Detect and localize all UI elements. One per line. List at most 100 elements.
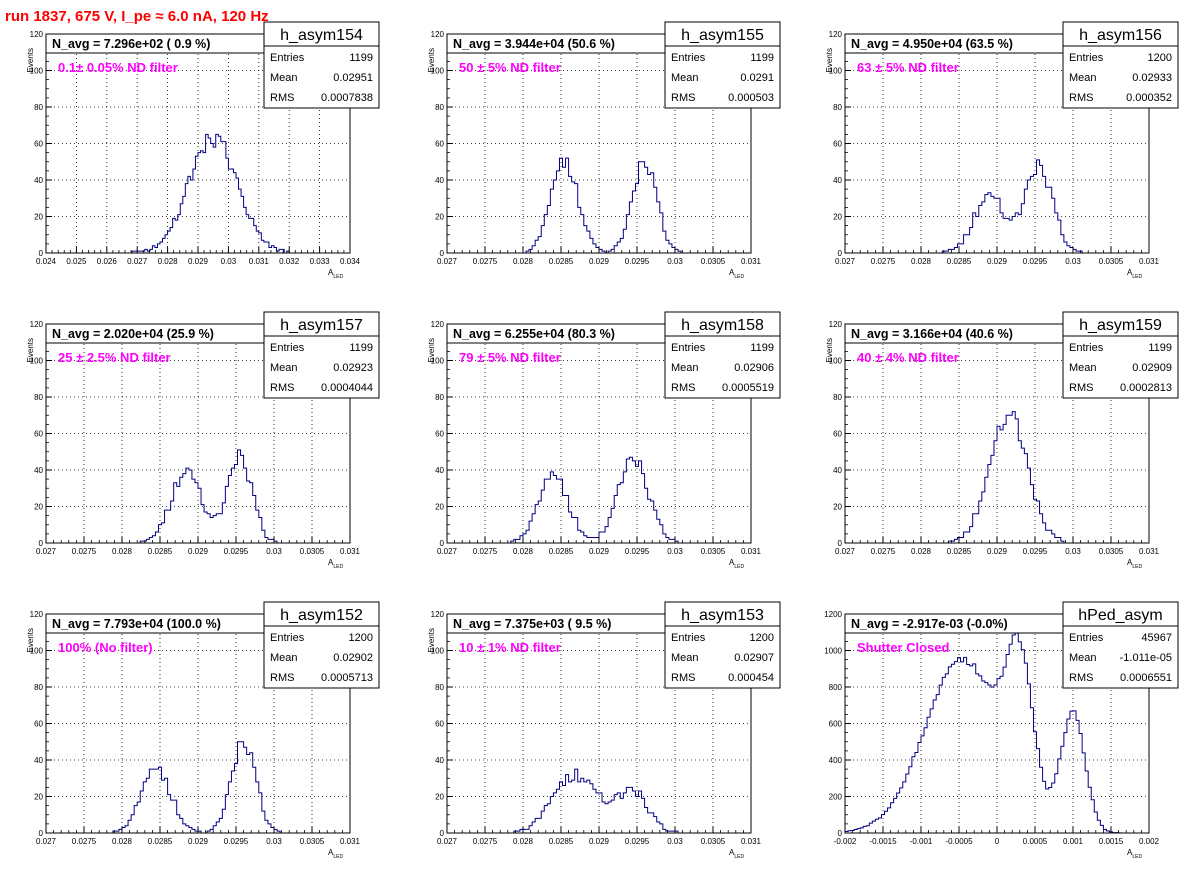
x-tick-label: 0.028 (112, 547, 133, 556)
navg-label: N_avg = 2.020e+04 (25.9 %) (52, 327, 214, 341)
navg-label: N_avg = 7.793e+04 (100.0 %) (52, 617, 221, 631)
x-tick-label: 0.028 (112, 837, 133, 846)
x-tick-label: 0.029 (188, 547, 209, 556)
x-axis-label: ALED (1127, 558, 1142, 570)
histogram-panel-h_asym156: 0.027 0.0275 0.028 0.0285 0.029 0.0295 0.03 0.0… (825, 21, 1179, 280)
stats-value: 0.0007838 (321, 92, 373, 104)
x-tick-label: 0.027 (835, 257, 856, 266)
stats-box (664, 21, 781, 109)
y-tick-label: 20 (833, 213, 842, 222)
y-axis-label: Events (26, 48, 35, 72)
y-tick-label: 0 (39, 249, 44, 258)
histogram-name: h_asym155 (681, 27, 764, 44)
filter-annotation: 40 ± 4% ND filter (857, 350, 959, 365)
y-tick-label: 800 (829, 683, 843, 692)
stats-value: 1199 (750, 342, 774, 354)
stats-value: 0.02923 (333, 362, 373, 374)
histogram-name: hPed_asym (1078, 607, 1163, 624)
y-tick-label: 0 (440, 249, 445, 258)
y-tick-label: 100 (829, 357, 843, 366)
y-tick-label: 40 (833, 176, 842, 185)
x-tick-label: 0.0285 (549, 837, 574, 846)
x-tick-label: 0.0275 (871, 547, 896, 556)
x-tick-label: 0.0305 (701, 257, 726, 266)
stats-value: 0.0005713 (321, 672, 373, 684)
x-tick-label: 0.027 (835, 547, 856, 556)
x-axis-label: ALED (729, 848, 744, 860)
x-tick-label: 0.031 (340, 547, 361, 556)
stats-key: Entries (270, 342, 305, 354)
y-axis-label: Events (427, 48, 436, 72)
histogram-line-h_asym154 (46, 133, 350, 254)
stats-value: 0.0005519 (722, 382, 774, 394)
x-axis-label: ALED (1127, 848, 1142, 860)
stats-value: 0.02906 (734, 362, 774, 374)
y-axis-label: Events (26, 628, 35, 652)
stats-value: 0.0004044 (321, 382, 373, 394)
stats-value: 0.02902 (333, 652, 373, 664)
stats-value: 0.02933 (1132, 72, 1172, 84)
navg-label: N_avg = 7.375e+03 ( 9.5 %) (453, 617, 611, 631)
x-axis-label: ALED (328, 268, 343, 280)
x-tick-label: 0.002 (1139, 837, 1160, 846)
x-axis-label-subscript: LED (734, 274, 744, 280)
x-axis-label-subscript: LED (1132, 854, 1142, 860)
x-tick-label: 0.027 (437, 257, 458, 266)
x-tick-label: 0.032 (279, 257, 300, 266)
x-tick-label: 0.029 (589, 547, 610, 556)
y-tick-label: 1000 (824, 647, 842, 656)
stats-key: RMS (270, 382, 294, 394)
y-tick-label: 20 (435, 503, 444, 512)
x-tick-label: 0.0285 (148, 547, 173, 556)
x-tick-label: 0.029 (188, 837, 209, 846)
x-tick-label: 0.027 (36, 837, 57, 846)
stats-box (263, 601, 380, 689)
x-tick-label: 0.0275 (72, 837, 97, 846)
stats-box (263, 311, 380, 399)
filter-annotation: 50 ± 5% ND filter (459, 60, 561, 75)
x-tick-label: 0.0305 (300, 837, 325, 846)
x-tick-label: 0.0015 (1099, 837, 1124, 846)
y-axis-label: Events (825, 48, 834, 72)
x-axis-label-subscript: LED (333, 854, 343, 860)
x-tick-label: 0.0285 (549, 257, 574, 266)
stats-key: RMS (671, 672, 695, 684)
x-axis-label-subscript: LED (1132, 564, 1142, 570)
filter-annotation: 0.1± 0.05% ND filter (58, 60, 178, 75)
histogram-panel-h_asym153: 0.027 0.0275 0.028 0.0285 0.029 0.0295 0.03 0.0… (427, 601, 781, 860)
x-axis-label-subscript: LED (734, 564, 744, 570)
stats-key: Mean (270, 652, 298, 664)
x-tick-label: 0.0295 (1023, 547, 1048, 556)
x-tick-label: 0.03 (1065, 547, 1081, 556)
x-tick-label: 0.025 (66, 257, 87, 266)
x-tick-label: 0.029 (589, 257, 610, 266)
x-tick-label: 0.031 (1139, 547, 1160, 556)
x-tick-label: 0.0305 (300, 547, 325, 556)
histogram-name: h_asym159 (1079, 317, 1162, 334)
histogram-line-h_asym158 (447, 456, 751, 544)
x-axis-label-subscript: LED (734, 854, 744, 860)
y-tick-label: 20 (435, 793, 444, 802)
x-tick-label: -0.002 (834, 837, 857, 846)
histogram-panel-hPed_asym: -0.002 -0.0015 -0.001 -0.0005 0 0.0005 0.001 0.… (824, 601, 1179, 860)
y-tick-label: 40 (435, 756, 444, 765)
x-tick-label: 0.03 (667, 257, 683, 266)
y-tick-label: 0 (838, 829, 843, 838)
stats-value: 0.0291 (740, 72, 774, 84)
y-tick-label: 0 (440, 829, 445, 838)
y-tick-label: 40 (833, 466, 842, 475)
y-axis-label: Events (26, 338, 35, 362)
x-axis-label: ALED (328, 558, 343, 570)
y-tick-label: 60 (34, 430, 43, 439)
stats-value: 1200 (1148, 52, 1172, 64)
histogram-line-hPed_asym (844, 632, 1149, 834)
y-tick-label: 0 (39, 539, 44, 548)
y-tick-label: 120 (30, 320, 44, 329)
x-tick-label: 0.028 (513, 837, 534, 846)
filter-annotation: 79 ± 5% ND filter (459, 350, 561, 365)
y-tick-label: 0 (838, 539, 843, 548)
stats-key: Mean (1069, 362, 1097, 374)
stats-value: 1199 (349, 342, 373, 354)
x-tick-label: 0.0275 (473, 547, 498, 556)
y-tick-label: 20 (435, 213, 444, 222)
